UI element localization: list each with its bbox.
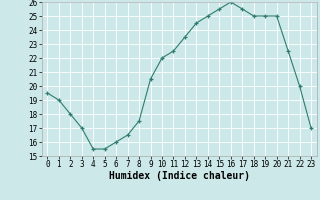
- X-axis label: Humidex (Indice chaleur): Humidex (Indice chaleur): [109, 171, 250, 181]
